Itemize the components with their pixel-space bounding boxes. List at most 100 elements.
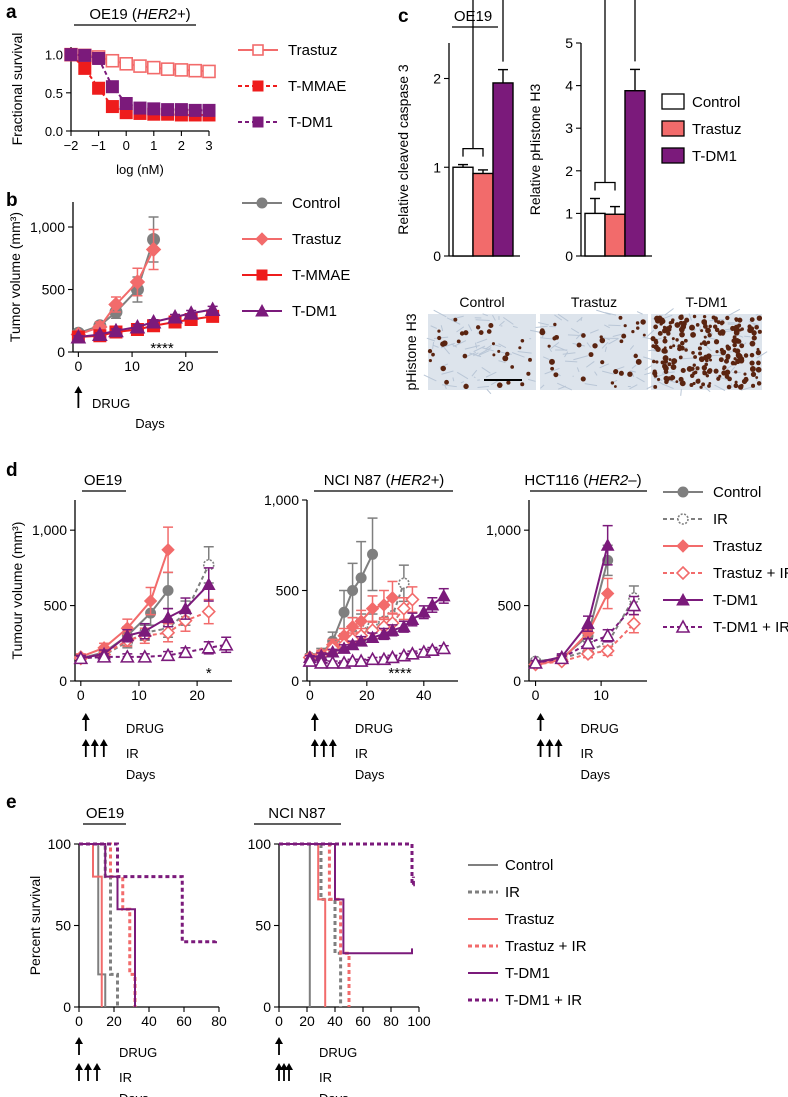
- arrow-head: [275, 1037, 283, 1044]
- x-tick-label: 0: [123, 138, 130, 153]
- stained-nucleus: [486, 329, 492, 334]
- data-point: [145, 313, 162, 329]
- tissue-fiber: [456, 371, 469, 380]
- data-point: [78, 48, 92, 62]
- stained-nucleus: [599, 335, 603, 339]
- stained-nucleus: [662, 338, 668, 344]
- stained-nucleus: [734, 348, 741, 354]
- tissue-fiber: [477, 350, 490, 357]
- legend-marker: [677, 486, 689, 498]
- stained-nucleus: [657, 331, 663, 336]
- drug-label: DRUG: [355, 721, 393, 736]
- stained-nucleus: [675, 380, 679, 384]
- stained-nucleus: [734, 380, 738, 384]
- tissue-fiber: [430, 325, 438, 329]
- ir-arrow-icon: [75, 1063, 83, 1081]
- legend-item-trastuz: Trastuz: [663, 538, 762, 555]
- stained-nucleus: [711, 315, 716, 320]
- data-point: [64, 48, 78, 62]
- stained-nucleus: [618, 315, 623, 320]
- data-point: [396, 601, 411, 616]
- stained-nucleus: [463, 383, 469, 390]
- tissue-fiber: [636, 311, 643, 315]
- tissue-fiber: [729, 366, 736, 373]
- stained-nucleus: [669, 376, 674, 381]
- tissue-fiber: [567, 334, 583, 337]
- x-axis-label: Days: [135, 416, 165, 431]
- stained-nucleus: [734, 384, 738, 388]
- data-point: [92, 51, 106, 65]
- y-tick-label: 0: [565, 248, 573, 264]
- legend-label: Trastuz: [505, 911, 554, 928]
- stained-nucleus: [698, 351, 703, 356]
- ir-arrow-icon: [99, 739, 108, 757]
- stained-nucleus: [749, 352, 755, 358]
- stained-nucleus: [714, 369, 718, 374]
- tissue-fiber: [728, 308, 741, 317]
- legend-label: T-MMAE: [292, 267, 350, 284]
- y-tick-label: 0: [291, 673, 299, 689]
- data-point: [354, 634, 368, 647]
- data-point: [365, 601, 380, 616]
- bar-t-dm1: [624, 90, 646, 257]
- y-tick-label: 0: [433, 248, 441, 264]
- x-tick-label: 0: [275, 1013, 283, 1029]
- stained-nucleus: [733, 329, 740, 336]
- tissue-fiber: [471, 369, 478, 377]
- stained-nucleus: [680, 340, 685, 346]
- legend-label: T-DM1: [692, 148, 737, 165]
- stained-nucleus: [619, 339, 624, 344]
- stained-nucleus: [671, 358, 678, 365]
- stained-nucleus: [731, 338, 737, 344]
- x-tick-label: 2: [178, 138, 185, 153]
- y-tick-label: 2: [565, 163, 573, 179]
- tissue-fiber: [482, 313, 489, 317]
- legend-label: IR: [505, 884, 520, 901]
- series-t-dm1: [73, 567, 216, 664]
- arrow-head: [75, 1063, 83, 1070]
- stained-nucleus: [693, 370, 698, 375]
- stained-nucleus: [580, 376, 586, 382]
- stained-nucleus: [652, 359, 656, 364]
- stained-nucleus: [662, 348, 668, 354]
- stained-nucleus: [463, 330, 469, 336]
- tissue-fiber: [744, 335, 751, 338]
- title-main: HCT116 (: [524, 472, 588, 489]
- tissue-fiber: [604, 324, 611, 329]
- series-line: [535, 560, 609, 663]
- y-tick-label: 500: [498, 598, 522, 614]
- stained-nucleus: [496, 382, 503, 388]
- data-point: [580, 635, 596, 650]
- stained-nucleus: [704, 362, 709, 367]
- tissue-fiber: [636, 376, 645, 383]
- drug-label: DRUG: [581, 721, 619, 736]
- stained-nucleus: [653, 373, 658, 378]
- chart-title: HCT116 (HER2–): [524, 472, 641, 489]
- drug-label: DRUG: [92, 396, 130, 411]
- stained-nucleus: [701, 319, 708, 325]
- y-tick-label: 1.0: [45, 48, 63, 63]
- stained-nucleus: [702, 370, 707, 375]
- stained-nucleus: [749, 360, 755, 366]
- x-tick-label: 10: [124, 358, 140, 374]
- stained-nucleus: [716, 320, 721, 325]
- stained-nucleus: [755, 349, 762, 356]
- series-t-dm1: [70, 301, 221, 344]
- stained-nucleus: [750, 371, 757, 377]
- tissue-fiber: [432, 341, 435, 349]
- legend-marker: [255, 303, 269, 317]
- stained-nucleus: [757, 329, 762, 334]
- stained-nucleus: [714, 327, 720, 333]
- data-point: [178, 601, 193, 615]
- tissue-fiber: [476, 338, 488, 344]
- tissue-fiber: [423, 374, 437, 382]
- tissue-fiber: [492, 314, 496, 321]
- tissue-fiber: [586, 342, 592, 348]
- data-point: [167, 308, 183, 324]
- stained-nucleus: [663, 369, 669, 375]
- data-point: [119, 649, 135, 663]
- stained-nucleus: [693, 355, 698, 359]
- legend-label: T-DM1 + IR: [713, 619, 788, 636]
- arrow-head: [74, 386, 83, 393]
